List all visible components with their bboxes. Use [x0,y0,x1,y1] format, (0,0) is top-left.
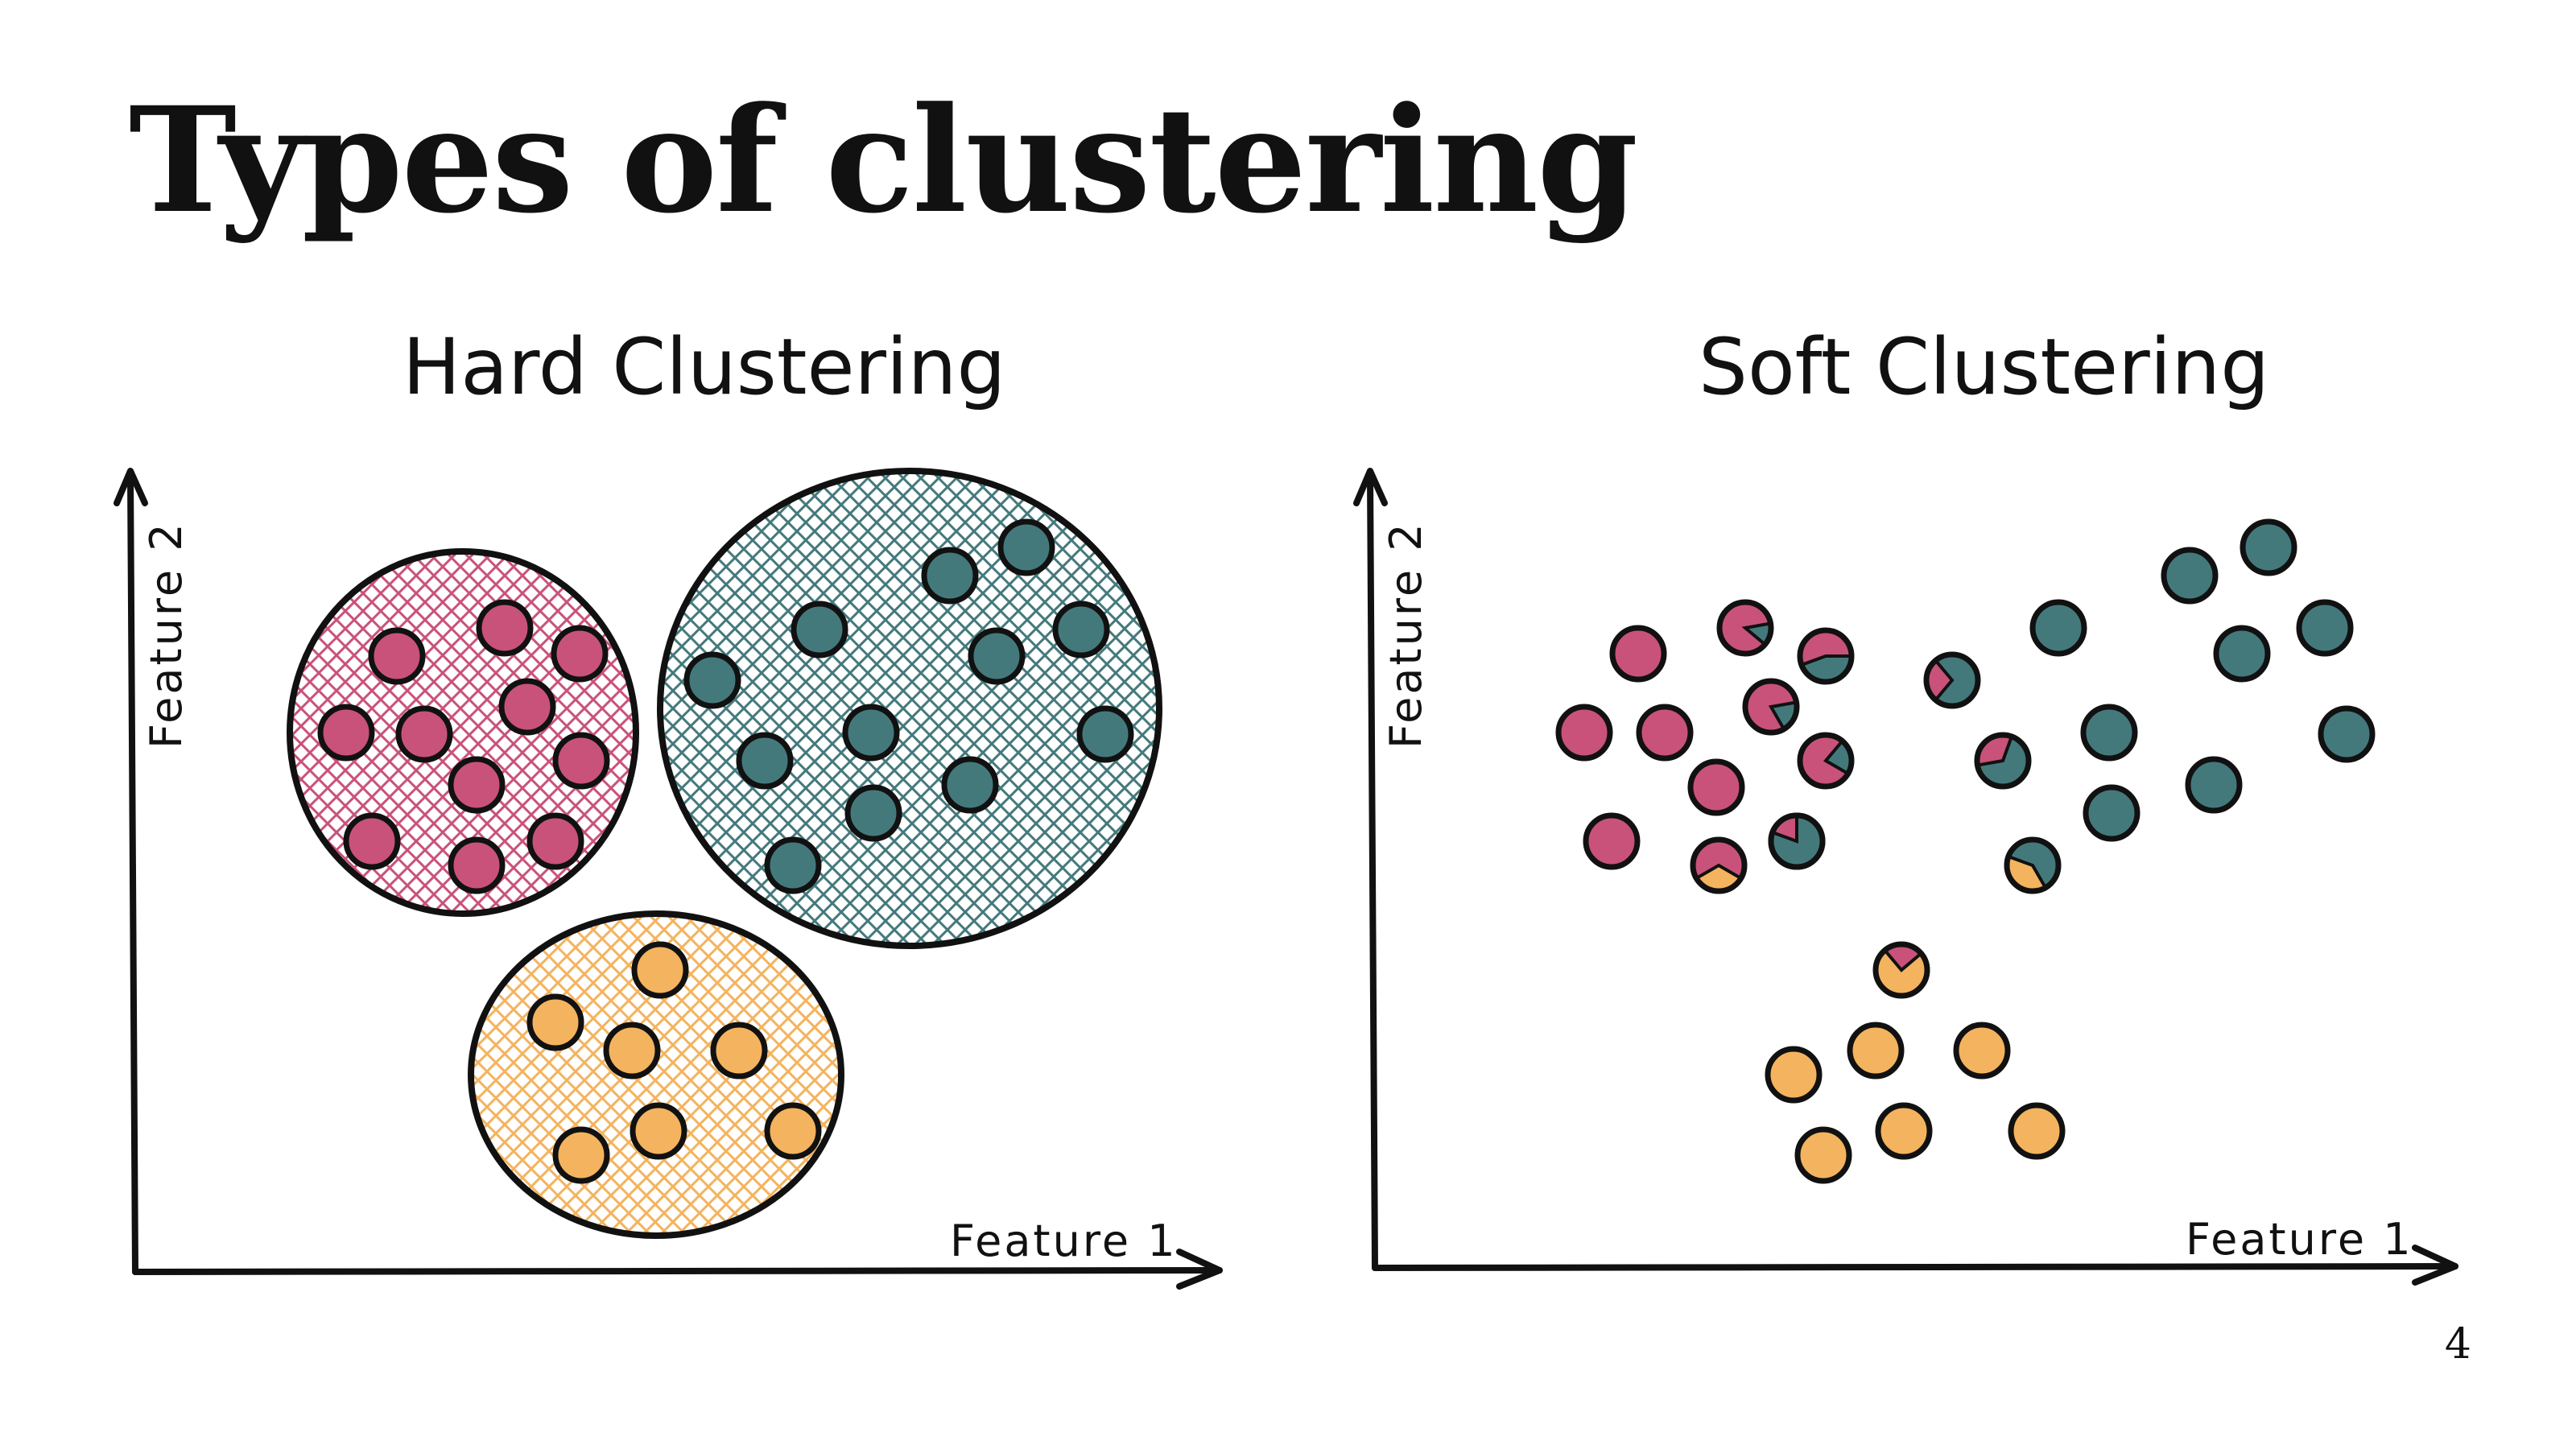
pink-point [552,732,610,790]
pink-point [1583,812,1641,870]
orange-point [631,941,689,999]
orange-point [764,1102,822,1160]
teal-point [2083,784,2140,842]
mixed-point [1690,836,1748,894]
hard-clustering-title: Hard Clustering [402,322,1006,412]
pink-point [395,705,453,763]
hard-pink-dots [317,599,610,894]
soft-x-axis-arrow [2412,1245,2458,1286]
pink-point [317,704,375,762]
orange-point [630,1102,687,1160]
mixed-point [2004,836,2062,894]
orange-point [2008,1102,2066,1160]
teal-point [791,601,848,658]
hard-clustering-panel: Feature 1 Feature 2 [114,468,1223,1290]
orange-point [603,1022,661,1080]
teal-point [844,784,902,842]
teal-point [1076,705,1134,763]
pink-point [368,627,426,685]
mixed-point-outline [1797,627,1855,685]
orange-point [1765,1046,1823,1104]
teal-point [921,547,979,605]
orange-point [526,993,584,1051]
orange-point [710,1022,768,1080]
teal-point [997,518,1055,576]
teal-point [2296,599,2354,657]
pink-point [448,836,506,894]
teal-point [683,651,741,709]
pink-point [551,625,609,683]
teal-point [2318,705,2376,763]
teal-point [2213,625,2271,683]
pink-point [476,599,534,657]
soft-y-axis-arrow [1353,468,1388,506]
teal-point [736,732,794,790]
soft-dots [1555,518,2376,1184]
teal-point [968,627,1026,685]
hard-orange-dots [526,941,822,1184]
soft-clustering-panel: Feature 1 Feature 2 [1353,468,2458,1286]
mixed-point [1872,941,1930,999]
mixed-point [1974,732,2032,790]
teal-point [2080,704,2138,762]
hard-pink-cluster [287,548,639,917]
mixed-point [1716,599,1774,657]
pink-point [1609,625,1667,683]
soft-clustering-title: Soft Clustering [1699,322,2270,412]
hard-y-axis-arrow [114,468,148,506]
pink-point [1636,704,1694,762]
hard-teal-cluster-boundary [657,468,1162,949]
teal-point [2161,547,2219,605]
hard-y-axis-label: Feature 2 [141,521,192,749]
orange-point [1847,1022,1905,1080]
teal-point [842,704,900,762]
hard-teal-dots [683,518,1134,894]
pink-point [448,756,506,814]
mixed-point-outline [2004,836,2062,894]
hard-orange-cluster [468,910,844,1239]
pink-point [1555,704,1613,762]
slide-title: Types of clustering [129,76,1638,246]
mixed-point-outline [1974,732,2032,790]
mixed-point [1768,812,1826,870]
soft-x-axis-label: Feature 1 [2186,1214,2413,1265]
orange-point [1875,1102,1933,1160]
mixed-point-outline [1797,732,1855,790]
orange-point [1794,1126,1852,1184]
pink-point [1687,758,1745,816]
pink-point [343,812,401,870]
mixed-point-outline [1768,812,1826,870]
hard-x-axis-arrow [1176,1249,1223,1290]
mixed-point-outline [1742,678,1800,736]
mixed-point [1797,627,1855,685]
soft-x-axis [1372,1263,2458,1271]
orange-point [552,1126,610,1184]
page-number: 4 [2444,1320,2471,1368]
soft-y-axis [1367,472,1378,1271]
mixed-point-outline [1716,599,1774,657]
mixed-point [1797,732,1855,790]
soft-y-axis-label: Feature 2 [1381,521,1431,749]
pink-point [526,812,584,870]
hard-x-axis-label: Feature 1 [950,1216,1178,1266]
mixed-point-outline [1690,836,1748,894]
teal-point [2185,756,2243,814]
teal-point [2240,518,2297,576]
teal-point [764,836,822,894]
hard-teal-cluster [657,468,1162,949]
teal-point [2029,599,2087,657]
orange-point [1953,1022,2011,1080]
hard-x-axis [132,1267,1223,1275]
pink-point [498,678,556,736]
teal-point [941,756,999,814]
mixed-point-outline [1923,651,1981,709]
teal-point [1052,601,1110,658]
hard-y-axis [127,472,138,1275]
mixed-point [1923,651,1981,709]
mixed-point [1742,678,1800,736]
mixed-point-outline [1872,941,1930,999]
